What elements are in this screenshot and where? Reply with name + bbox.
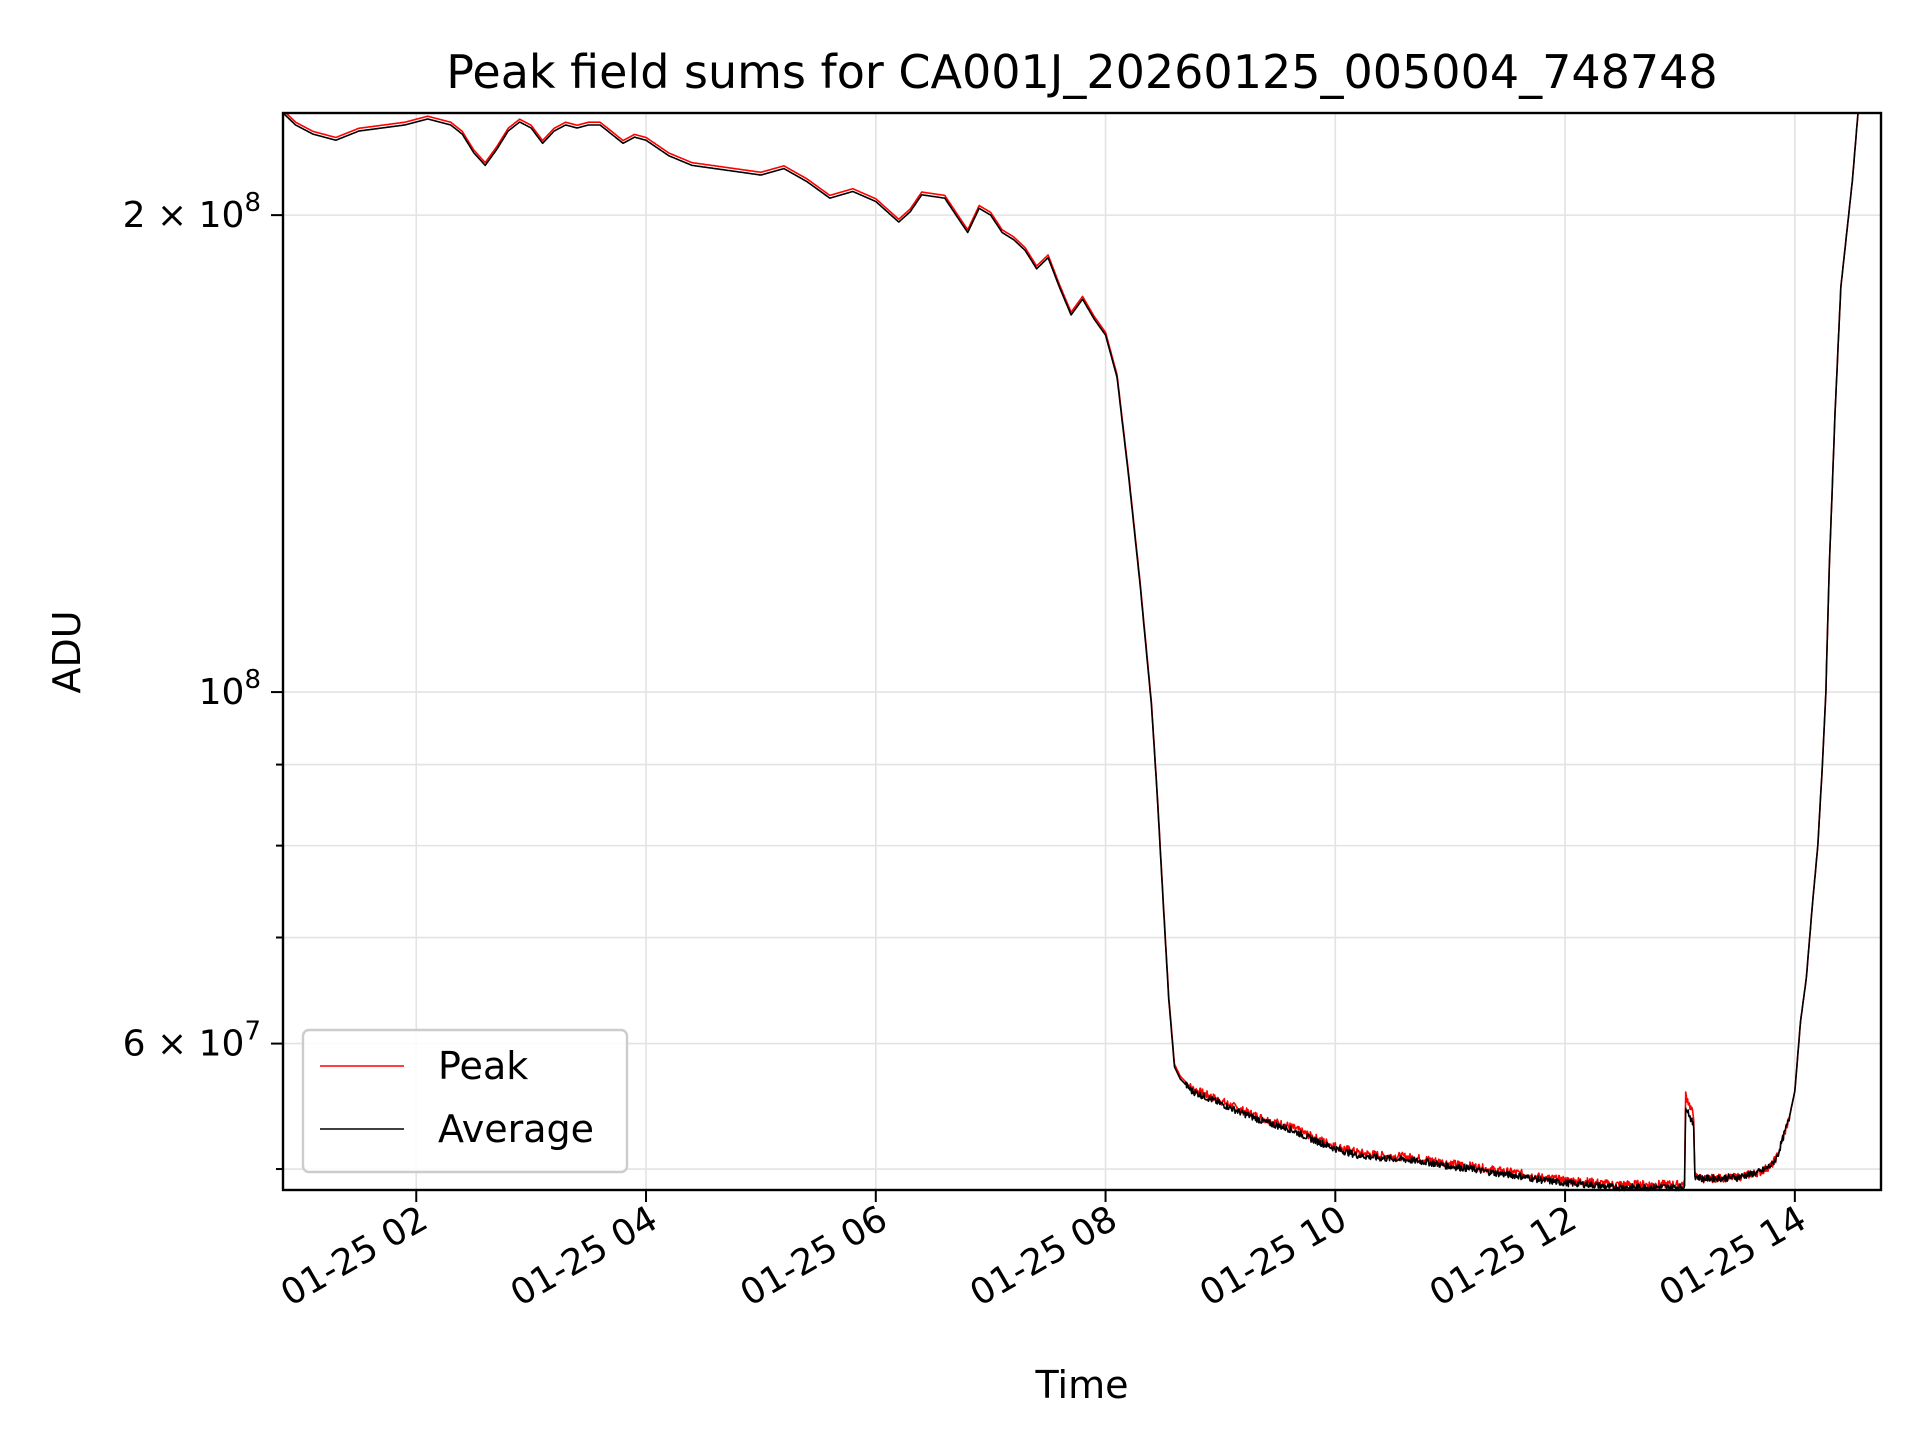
y-tick-label-exponent: 8 (244, 188, 261, 218)
y-tick-label: 108 (199, 665, 261, 713)
y-tick-label-part: 10 (199, 1024, 245, 1065)
series-line-average (282, 112, 1859, 1192)
series-layer (282, 112, 1859, 1192)
legend-peak-label: Peak (438, 1044, 528, 1088)
y-tick-label: 2 × 108 (123, 188, 261, 236)
y-axis-label: ADU (45, 610, 89, 693)
y-tick-label-part: 10 (199, 195, 245, 236)
y-tick-label-part: 6 (123, 1024, 157, 1065)
plot-frame (281, 111, 1883, 1192)
y-tick-label: 6 × 107 (123, 1017, 261, 1065)
y-tick-label-exponent: 8 (244, 665, 261, 695)
y-tick-label-part: × (157, 195, 199, 236)
y-tick-label-part: × (157, 1024, 199, 1065)
x-axis-label: Time (1035, 1363, 1129, 1407)
legend: Peak Average (301, 1028, 629, 1174)
y-tick-label-exponent: 7 (244, 1017, 261, 1047)
y-tick-label-part: 10 (199, 672, 245, 713)
y-tick-label-part: 2 (123, 195, 157, 236)
chart-title: Peak field sums for CA001J_20260125_0050… (446, 45, 1717, 99)
legend-average-label: Average (438, 1107, 594, 1151)
